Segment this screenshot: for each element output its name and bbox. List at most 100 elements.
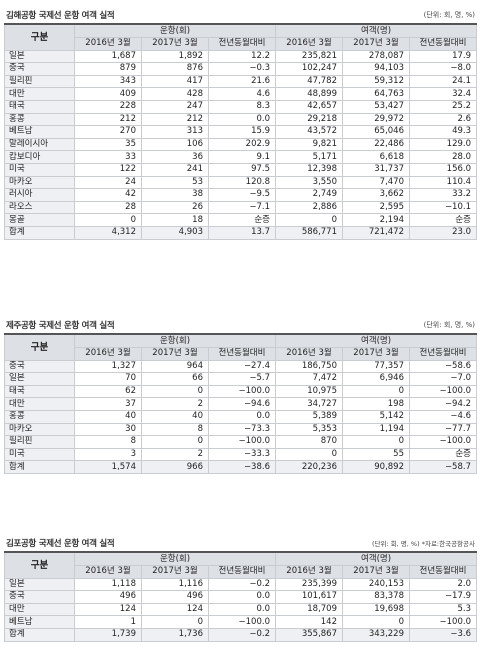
passengers-2016-cell: 586,771: [275, 225, 343, 240]
flights-2016-cell: 70: [74, 372, 142, 386]
header-yoy: 전년동월대비: [208, 37, 276, 51]
passengers-2016-cell: 7,472: [275, 372, 343, 386]
passengers-yoy-cell: −7.0: [409, 372, 477, 386]
passengers-2017-cell: 5,142: [342, 409, 410, 424]
country-cell: 마카오: [4, 175, 75, 190]
passengers-2016-cell: 5,389: [275, 409, 343, 424]
flights-2017-cell: 18: [141, 213, 209, 227]
passengers-yoy-cell: −8.0: [409, 62, 477, 76]
flights-yoy-cell: 순증: [208, 213, 276, 227]
country-cell: 중국: [4, 359, 75, 374]
gimhae-title: 김해공항 국제선 운항 여객 실적: [6, 11, 115, 21]
passengers-2017-cell: 278,087: [342, 49, 410, 64]
country-cell: 미국: [4, 447, 75, 462]
total-label: 합계: [4, 460, 75, 474]
flights-2016-cell: 37: [74, 397, 142, 411]
passengers-yoy-cell: 49.3: [409, 125, 477, 139]
passengers-yoy-cell: 2.0: [409, 577, 477, 592]
country-cell: 중국: [4, 62, 75, 76]
flights-2016-cell: 24: [74, 175, 142, 190]
flights-yoy-cell: −94.6: [208, 397, 276, 411]
flights-yoy-cell: 0.0: [208, 590, 276, 604]
passengers-2017-cell: 22,486: [342, 137, 410, 152]
passengers-yoy-cell: −4.6: [409, 409, 477, 424]
flights-yoy-cell: −38.6: [208, 460, 276, 474]
header-2017: 2017년 3월: [342, 37, 410, 51]
passengers-2017-cell: 0: [342, 435, 410, 449]
passengers-yoy-cell: 28.0: [409, 150, 477, 164]
passengers-yoy-cell: 23.0: [409, 225, 477, 240]
flights-2016-cell: 212: [74, 112, 142, 127]
flights-2017-cell: 417: [141, 74, 209, 89]
flights-2017-cell: 212: [141, 112, 209, 127]
passengers-2017-cell: 55: [342, 447, 410, 462]
table-row: 말레이시아 35 106 202.9 9,821 22,486 129.0: [4, 137, 477, 152]
table-row: 베트남 270 313 15.9 43,572 65,046 49.3: [4, 125, 477, 139]
flights-2016-cell: 1,327: [74, 359, 142, 374]
passengers-2017-cell: 3,662: [342, 188, 410, 202]
flights-2016-cell: 122: [74, 162, 142, 177]
flights-2016-cell: 270: [74, 125, 142, 139]
flights-2017-cell: 428: [141, 87, 209, 101]
passengers-2017-cell: 2,595: [342, 200, 410, 215]
passengers-2016-cell: 2,749: [275, 188, 343, 202]
passengers-yoy-cell: 2.6: [409, 112, 477, 127]
header-passengers: 여객(명): [275, 23, 477, 38]
table-row: 태국 228 247 8.3 42,657 53,427 25.2: [4, 99, 477, 114]
table-row: 라오스 28 26 −7.1 2,886 2,595 −10.1: [4, 200, 477, 215]
flights-2017-cell: 241: [141, 162, 209, 177]
table-row: 러시아 42 38 −9.5 2,749 3,662 33.2: [4, 188, 477, 202]
table-row: 태국 62 0 −100.0 10,975 0 −100.0: [4, 384, 477, 399]
country-cell: 마카오: [4, 422, 75, 437]
passengers-2016-cell: 142: [275, 615, 343, 629]
passengers-2016-cell: 5,353: [275, 422, 343, 437]
table-row: 대만 124 124 0.0 18,709 19,698 5.3: [4, 602, 477, 617]
passengers-2016-cell: 29,218: [275, 112, 343, 127]
passengers-yoy-cell: −100.0: [409, 435, 477, 449]
gimpo-title: 김포공항 국제선 운항 여객 실적: [6, 539, 115, 549]
passengers-2017-cell: 64,763: [342, 87, 410, 101]
header-flights: 운항(회): [74, 551, 276, 566]
passengers-2017-cell: 6,946: [342, 372, 410, 386]
passengers-2017-cell: 0: [342, 615, 410, 629]
gimpo-unit: (단위: 회, 명, %) *자료:한국공항공사: [371, 540, 475, 548]
passengers-yoy-cell: 24.1: [409, 74, 477, 89]
flights-yoy-cell: −5.7: [208, 372, 276, 386]
flights-yoy-cell: −100.0: [208, 615, 276, 629]
passengers-2017-cell: 1,194: [342, 422, 410, 437]
passengers-2017-cell: 0: [342, 384, 410, 399]
flights-2017-cell: 26: [141, 200, 209, 215]
passengers-2016-cell: 870: [275, 435, 343, 449]
flights-2016-cell: 8: [74, 435, 142, 449]
table-row: 필리핀 343 417 21.6 47,782 59,312 24.1: [4, 74, 477, 89]
header-yoy: 전년동월대비: [409, 565, 477, 579]
flights-2017-cell: 876: [141, 62, 209, 76]
flights-2017-cell: 2: [141, 447, 209, 462]
flights-2016-cell: 3: [74, 447, 142, 462]
passengers-yoy-cell: −3.6: [409, 627, 477, 642]
gimpo-section: 김포공항 국제선 운항 여객 실적 (단위: 회, 명, %) *자료:한국공항…: [0, 530, 481, 672]
flights-2016-cell: 40: [74, 409, 142, 424]
passengers-2016-cell: 3,550: [275, 175, 343, 190]
passengers-yoy-cell: −100.0: [409, 384, 477, 399]
header-2016: 2016년 3월: [74, 37, 142, 51]
total-label: 합계: [4, 627, 75, 642]
flights-2016-cell: 124: [74, 602, 142, 617]
flights-2017-cell: 1,892: [141, 49, 209, 64]
flights-2016-cell: 228: [74, 99, 142, 114]
header-2016: 2016년 3월: [74, 565, 142, 579]
passengers-2017-cell: 7,470: [342, 175, 410, 190]
header-yoy: 전년동월대비: [409, 347, 477, 361]
passengers-2017-cell: 53,427: [342, 99, 410, 114]
table-row: 마카오 30 8 −73.3 5,353 1,194 −77.7: [4, 422, 477, 437]
passengers-2016-cell: 34,727: [275, 397, 343, 411]
gimhae-section: 김해공항 국제선 운항 여객 실적 (단위: 회, 명, %) 구분 운항(회)…: [0, 0, 481, 290]
flights-2017-cell: 124: [141, 602, 209, 617]
country-cell: 미국: [4, 162, 75, 177]
country-cell: 홍콩: [4, 409, 75, 424]
flights-yoy-cell: 97.5: [208, 162, 276, 177]
passengers-2016-cell: 5,171: [275, 150, 343, 164]
flights-2016-cell: 1,574: [74, 460, 142, 474]
total-label: 합계: [4, 225, 75, 240]
gimpo-table-body: 일본 1,118 1,116 −0.2 235,399 240,153 2.0 중국 496 49…: [4, 577, 477, 642]
